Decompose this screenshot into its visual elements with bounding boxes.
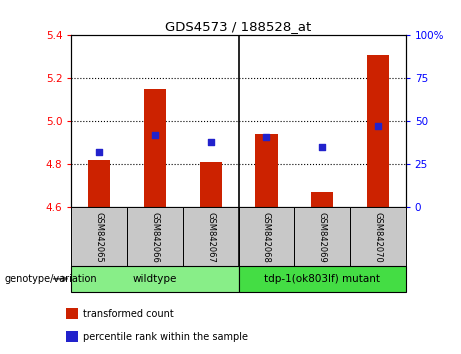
Text: GSM842070: GSM842070 [373,212,382,263]
Bar [255,134,278,207]
Text: GSM842068: GSM842068 [262,212,271,263]
Bar [144,89,166,207]
Point [95,149,103,155]
Text: GSM842067: GSM842067 [206,212,215,263]
Bar [238,266,406,292]
Point [263,134,270,139]
Bar [294,207,350,266]
Bar [71,207,127,266]
Text: tdp-1(ok803lf) mutant: tdp-1(ok803lf) mutant [264,274,380,284]
Bar [200,162,222,207]
Text: wildtype: wildtype [133,274,177,284]
Point [151,132,159,138]
Bar [350,207,406,266]
Point [374,124,382,129]
Point [319,144,326,150]
Text: GSM842065: GSM842065 [95,212,104,263]
Bar [366,55,389,207]
Text: percentile rank within the sample: percentile rank within the sample [83,332,248,342]
Bar [65,331,78,342]
Text: transformed count: transformed count [83,309,174,319]
Bar [71,266,239,292]
Bar [65,308,78,319]
Bar [183,207,238,266]
Title: GDS4573 / 188528_at: GDS4573 / 188528_at [165,20,312,33]
Text: GSM842066: GSM842066 [150,212,160,263]
Bar [127,207,183,266]
Bar [311,192,333,207]
Text: GSM842069: GSM842069 [318,212,327,263]
Point [207,139,214,145]
Text: genotype/variation: genotype/variation [5,274,97,284]
Bar [88,160,111,207]
Bar [238,207,294,266]
